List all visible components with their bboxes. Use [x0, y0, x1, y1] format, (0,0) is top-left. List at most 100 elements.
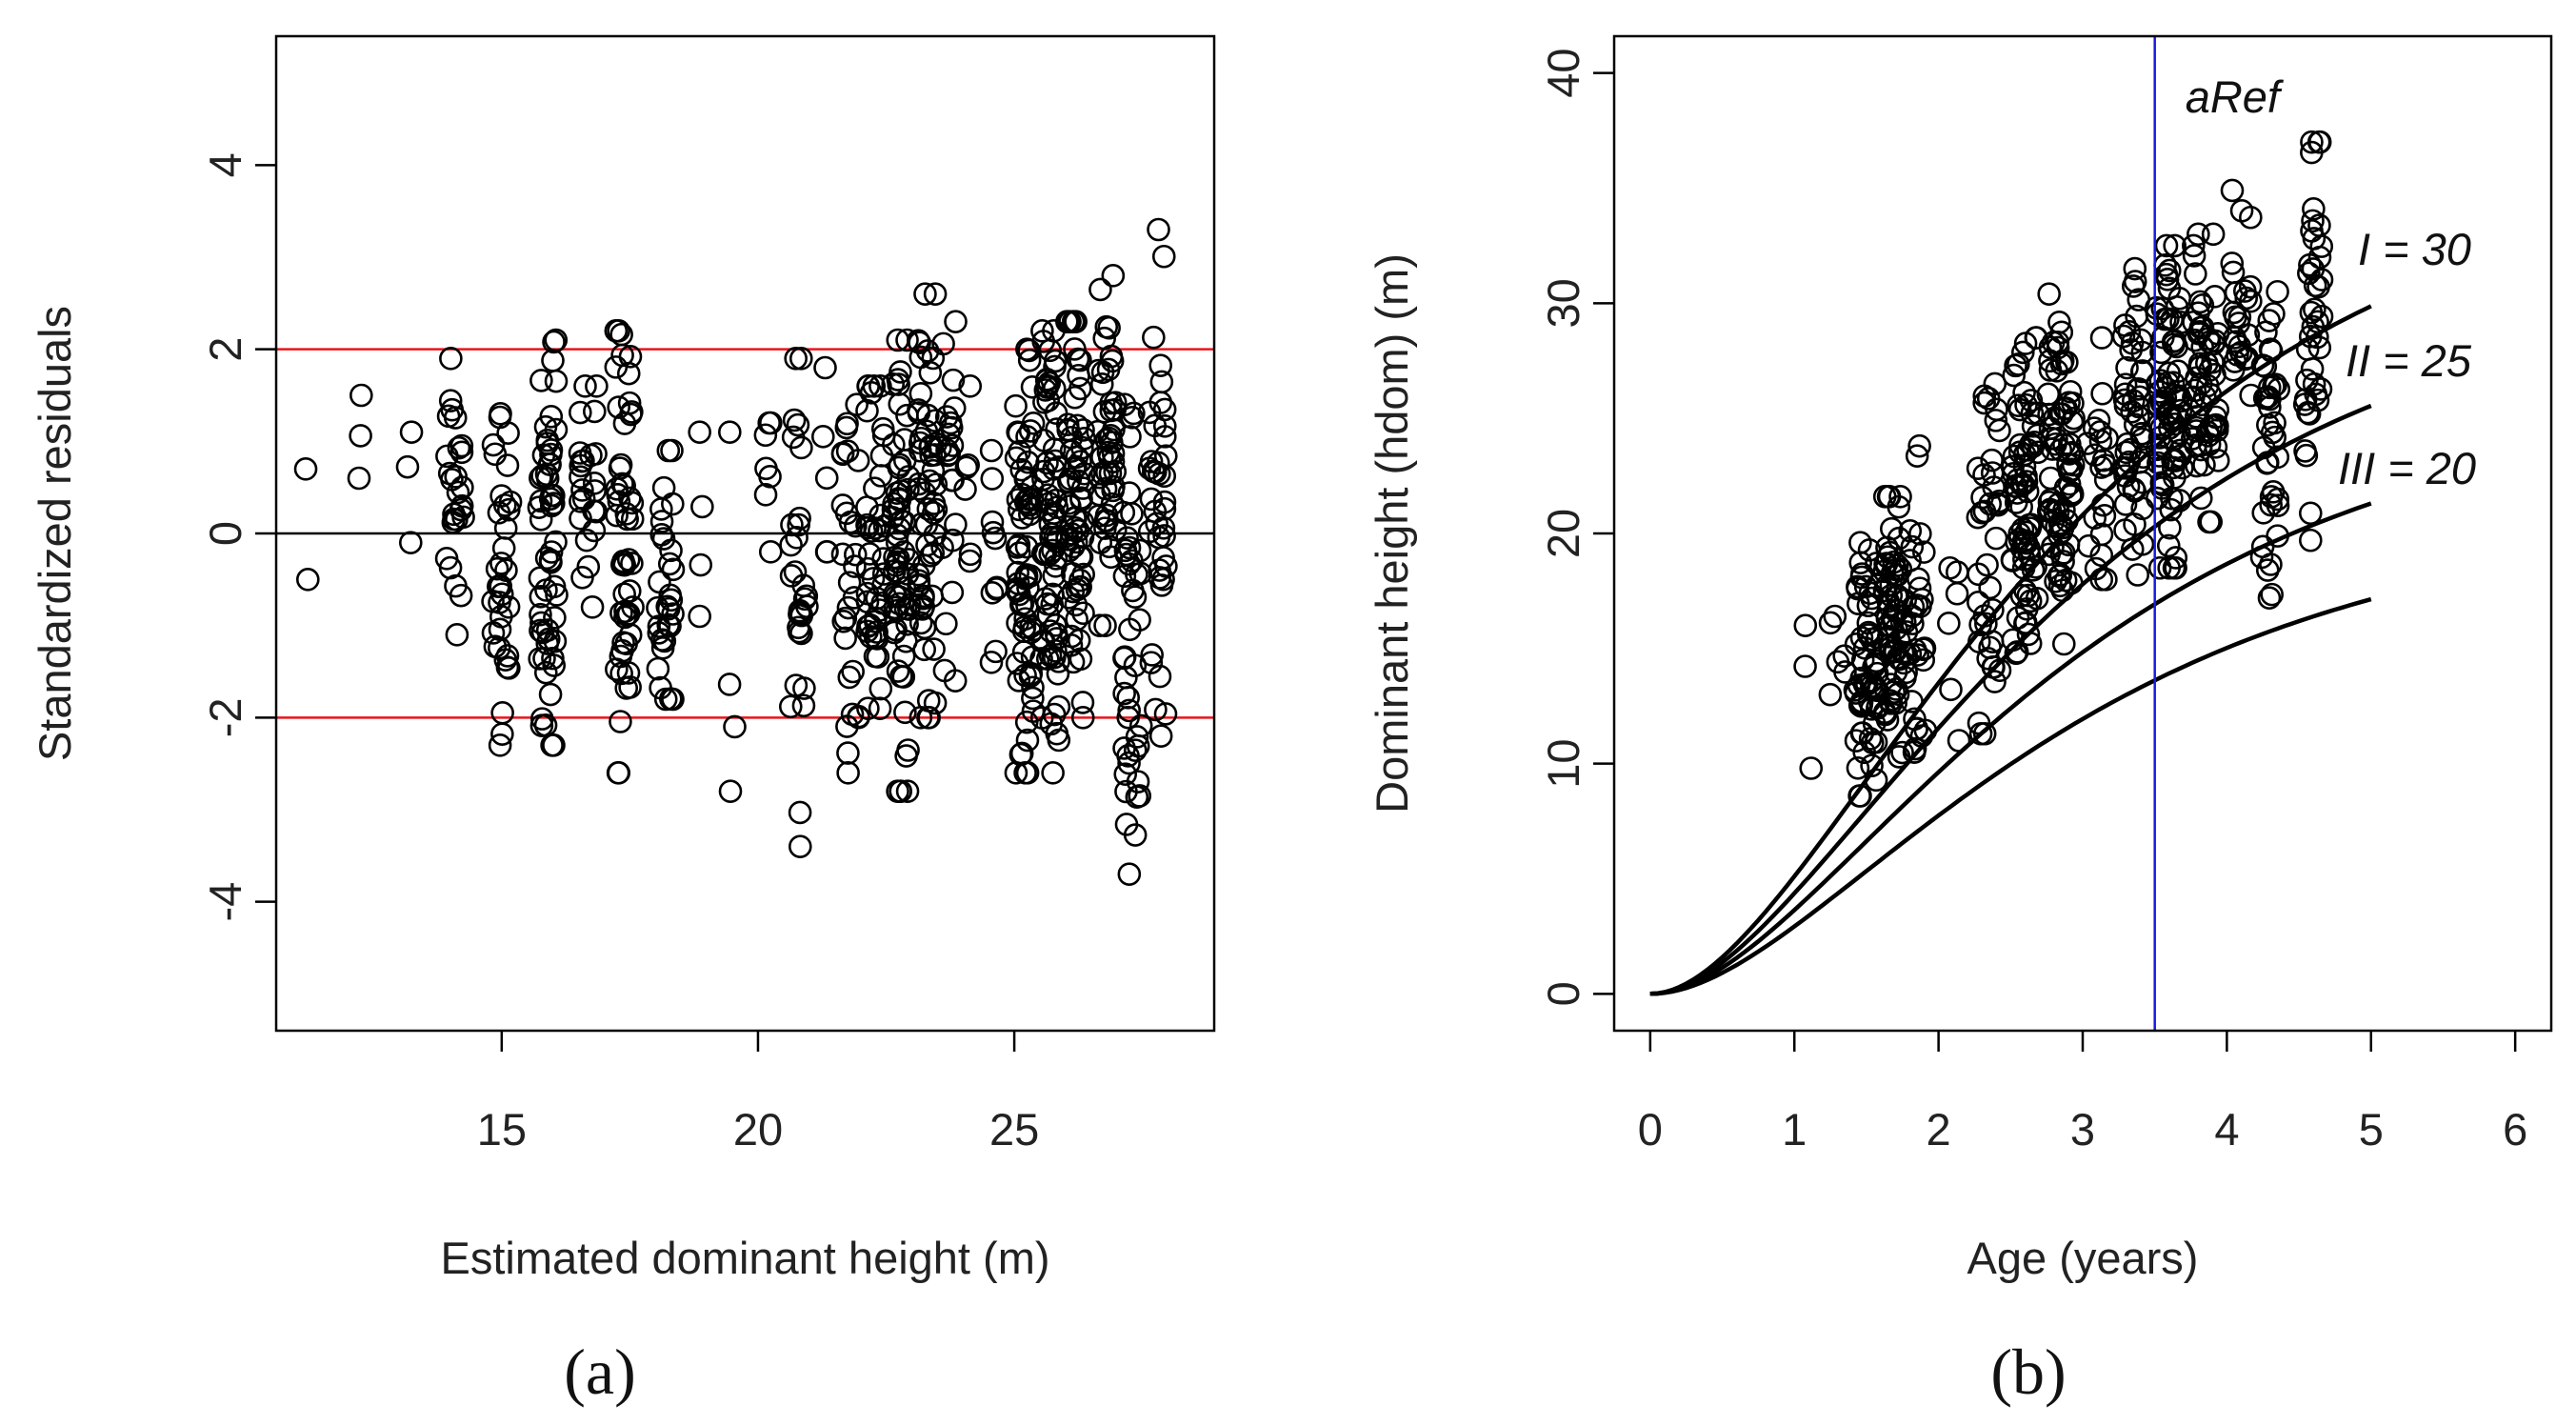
residual-point	[1004, 446, 1028, 471]
residual-point	[583, 399, 607, 424]
residual-point	[539, 540, 564, 564]
residual-point	[921, 458, 946, 483]
reference-age-label: aRef	[2186, 71, 2285, 122]
observation-point	[1848, 551, 1872, 574]
observation-point	[2201, 331, 2226, 356]
observation-point	[2221, 358, 2246, 382]
residual-point	[1090, 445, 1114, 470]
observation-point	[2257, 309, 2282, 332]
residual-point	[1070, 510, 1095, 534]
residual-point	[813, 355, 837, 380]
observation-point	[2187, 222, 2210, 247]
residual-point	[1014, 565, 1039, 589]
residual-point	[778, 694, 803, 719]
residual-point	[1118, 617, 1142, 642]
residual-point	[530, 620, 555, 645]
residual-point	[923, 282, 948, 306]
residual-point	[580, 595, 605, 619]
observation-point	[2259, 492, 2283, 517]
residual-point	[882, 492, 906, 516]
panel-a-residual-plot: 15 20 25 -4 -2 0 2 4 Estimated dominant height (…	[30, 34, 1216, 1283]
residual-point	[980, 467, 1005, 491]
observation-point	[2012, 454, 2037, 478]
observation-point	[2014, 596, 2039, 621]
x-axis-title: Estimated dominant height (m)	[440, 1233, 1049, 1283]
residual-point	[855, 515, 880, 540]
y-tick-label: 30	[1538, 278, 1588, 328]
observation-point	[1799, 756, 1824, 780]
residual-point	[789, 347, 813, 371]
residual-point	[447, 435, 471, 460]
observation-point	[1981, 598, 2005, 622]
y-tick-label: -4	[200, 882, 250, 922]
residual-point	[1142, 325, 1166, 350]
residual-point	[958, 549, 982, 573]
residual-point	[1128, 784, 1152, 808]
residual-point	[1045, 627, 1068, 651]
observation-point	[2089, 326, 2114, 350]
observation-point	[2047, 522, 2071, 547]
observation-point	[1980, 448, 2004, 472]
residual-point	[1059, 439, 1084, 463]
observation-point	[2257, 586, 2282, 610]
residual-point	[941, 368, 966, 392]
observation-point	[1846, 755, 1870, 780]
observation-point	[2223, 350, 2247, 373]
residual-point	[349, 424, 372, 448]
residual-point	[1047, 694, 1071, 719]
observation-point	[1847, 673, 1871, 697]
observation-point	[1898, 642, 1923, 666]
residual-point	[496, 594, 521, 619]
observation-point	[2058, 379, 2083, 404]
residual-point	[485, 556, 509, 581]
residual-point	[885, 598, 909, 623]
residual-point	[786, 412, 810, 437]
residual-point	[529, 585, 553, 609]
residual-point	[1128, 713, 1153, 738]
observation-point	[2005, 640, 2029, 664]
residual-point	[814, 540, 839, 564]
residual-point	[1055, 524, 1079, 548]
observation-point	[2192, 452, 2216, 477]
residual-point	[844, 513, 868, 538]
observation-point	[2303, 273, 2327, 298]
residual-point	[529, 602, 552, 627]
observation-point	[2113, 382, 2138, 407]
residual-point	[445, 623, 469, 647]
residual-point	[446, 480, 470, 505]
observation-point	[2202, 414, 2227, 438]
residual-point	[1055, 310, 1079, 333]
residual-point	[609, 644, 633, 669]
residual-point	[843, 554, 867, 578]
residual-point	[1017, 348, 1042, 372]
y-tick-label: 10	[1538, 739, 1588, 789]
residual-point	[688, 604, 711, 629]
residual-point	[1088, 613, 1112, 637]
residual-point	[1004, 393, 1028, 418]
residual-point	[1117, 552, 1141, 576]
residual-point	[438, 555, 463, 580]
observation-point	[2184, 262, 2207, 286]
observation-point	[2047, 311, 2071, 334]
residual-point	[610, 343, 634, 368]
residual-point	[440, 468, 464, 492]
observation-point	[1972, 463, 1996, 487]
observation-point	[1984, 409, 2008, 432]
residual-point	[610, 472, 634, 496]
residual-point	[887, 372, 910, 396]
residual-point	[830, 441, 855, 466]
y-tick-label: 20	[1538, 509, 1588, 558]
observation-point	[1976, 387, 2001, 411]
observation-point	[2051, 632, 2076, 656]
residual-point	[788, 834, 812, 858]
observation-point	[1818, 611, 1843, 635]
observation-point	[1984, 526, 2008, 551]
residual-point	[1152, 413, 1177, 438]
observation-point	[2204, 405, 2227, 430]
observation-point	[1967, 591, 1990, 614]
residual-point	[907, 572, 931, 597]
residual-point	[488, 405, 512, 430]
residual-point	[887, 487, 910, 511]
x-axis-title: Age (years)	[1967, 1233, 2199, 1283]
